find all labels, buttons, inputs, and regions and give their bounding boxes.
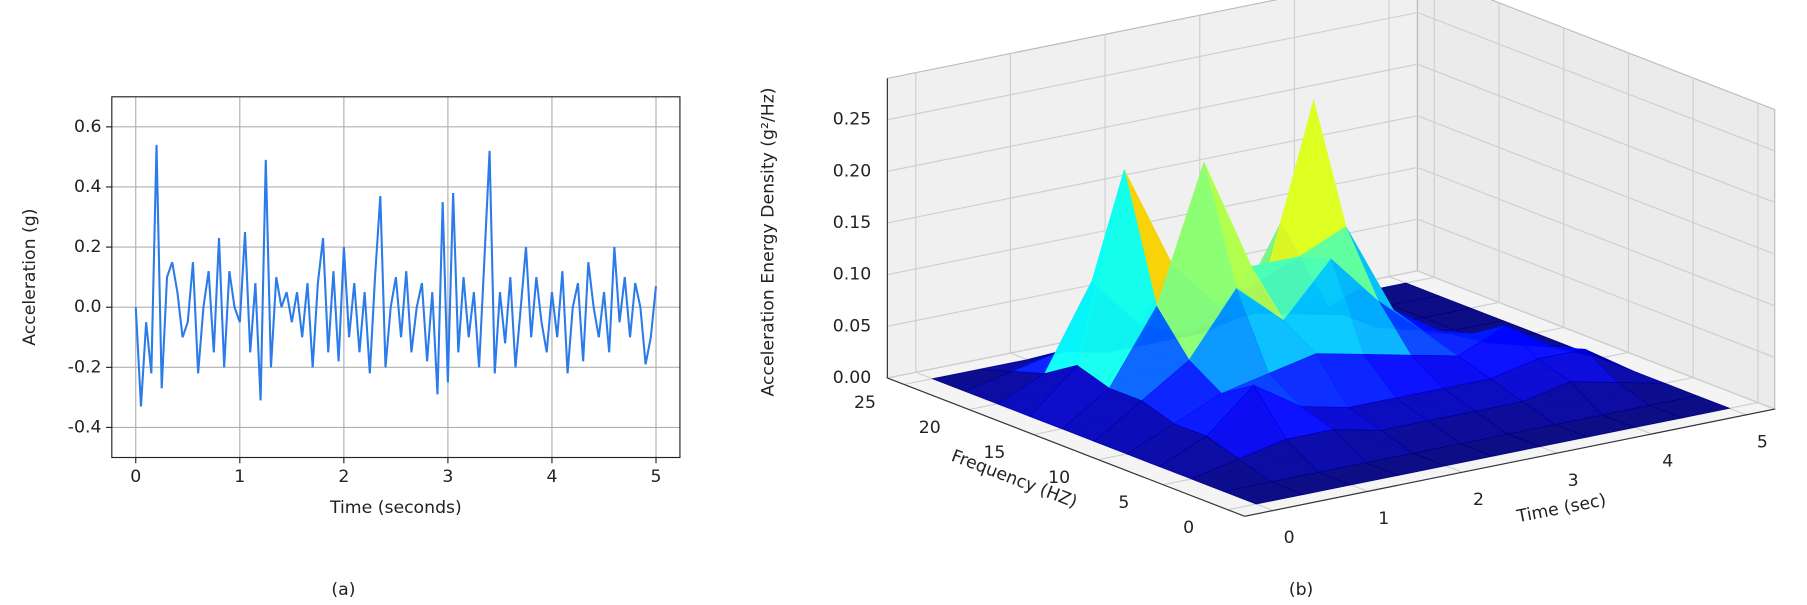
x-tick-label: 4 [546,467,557,487]
grid-line [887,63,1418,172]
grid-line [1417,63,1775,203]
y-tick-label: -0.4 [68,417,102,437]
y-tick-label: -0.2 [68,357,102,377]
x-tick-label: 3 [442,467,453,487]
axis-line [1244,408,1775,517]
y-tick-label: 10 [1048,468,1070,488]
x-tick-label: 2 [338,467,349,487]
grid-line [1417,115,1775,255]
z-tick-label: 0.05 [833,316,871,336]
data-line [134,144,658,407]
y-tick-label: 20 [919,418,941,438]
z-tick-label: 0.20 [833,161,871,181]
z-tick-label: 0.00 [833,368,871,388]
z-axis-label: Acceleration Energy Density (g²/Hz) [759,87,779,396]
x-tick-label: 2 [1473,490,1484,510]
x-axis-label: Time (sec) [1514,490,1607,527]
y-tick-label: 5 [1118,493,1129,513]
x-tick-label: 3 [1568,471,1579,491]
y-tick-label: 0.4 [74,177,101,197]
grid-line [887,115,1418,224]
y-tick-label: 0.6 [74,117,101,137]
x-tick-label: 0 [130,467,141,487]
y-tick-label: 15 [983,443,1005,463]
z-tick-label: 0.15 [833,213,871,233]
grid-line [887,11,1418,121]
axis-line [887,377,1245,517]
x-tick-label: 1 [1378,509,1389,529]
x-tick-label: 4 [1662,452,1673,472]
x-tick-label: 1 [234,467,245,487]
y-tick-label: 0.2 [74,237,101,257]
y-axis-label: Acceleration (g) [20,209,40,346]
z-tick-label: 0.10 [833,265,871,285]
caption: (b) [1289,580,1313,600]
grid-line [1417,166,1775,307]
x-axis-label: Time (seconds) [329,498,462,518]
surface-cell [1222,481,1305,505]
grid-line [1417,270,1775,410]
grid-line [1417,218,1775,358]
plot-frame [111,96,681,459]
z-tick-label: 0.25 [833,110,871,130]
x-tick-label: 5 [651,467,662,487]
grid-line [1417,11,1775,152]
y-tick-label: 0.0 [74,297,101,317]
caption: (a) [331,580,355,600]
x-tick-label: 5 [1757,432,1768,452]
y-tick-label: 0 [1183,518,1194,538]
y-tick-label: 25 [854,393,876,413]
x-tick-label: 0 [1284,528,1295,548]
